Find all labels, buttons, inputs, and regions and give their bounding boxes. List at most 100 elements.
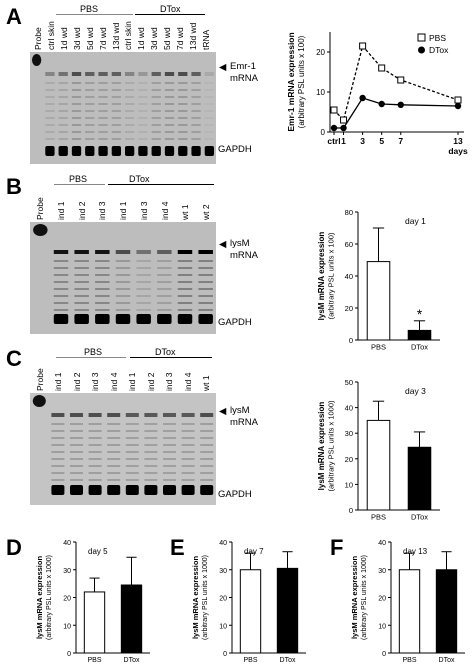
y-tick-label: 10 xyxy=(345,480,353,489)
data-point xyxy=(397,76,405,84)
lane-label: 1d wd xyxy=(58,27,69,50)
y-tick-label: 20 xyxy=(316,48,325,57)
smear-band xyxy=(200,444,214,446)
gel-svg xyxy=(32,395,214,495)
lane-label: ind 1 xyxy=(53,372,64,391)
y-axis-label-units: (arbitrary PSL units x 1000) xyxy=(361,555,368,640)
smear-band xyxy=(95,295,110,297)
smear-band xyxy=(181,423,195,425)
smear-band xyxy=(58,96,68,98)
y-tick-label: 50 xyxy=(345,378,353,387)
smear-band xyxy=(111,131,122,133)
smear-band xyxy=(124,89,135,91)
smear-band xyxy=(204,82,215,84)
mrna-band xyxy=(164,72,175,76)
smear-band xyxy=(85,89,95,91)
lane-label: ind 2 xyxy=(71,372,82,391)
mrna-band xyxy=(157,250,172,254)
chart-svg: 0 10 20 30 40 PBS DTox day 5 lysM mRNA expressio… xyxy=(35,540,150,664)
smear-band xyxy=(157,288,172,290)
gapdh-band xyxy=(164,146,175,156)
smear-band xyxy=(204,96,215,98)
smear-band xyxy=(136,281,151,283)
y-axis-label: lysM mRNA expression xyxy=(191,556,200,640)
smear-band xyxy=(125,437,139,439)
lane-label: 3d wd xyxy=(71,27,82,50)
y-tick-label: 30 xyxy=(378,568,386,575)
smear-band xyxy=(125,458,139,460)
data-point xyxy=(330,124,338,132)
smear-band xyxy=(107,444,121,446)
smear-band xyxy=(177,295,193,297)
smear-band xyxy=(111,96,122,98)
annotation-label: day 1 xyxy=(405,216,426,226)
smear-band xyxy=(151,89,161,91)
gapdh-band xyxy=(69,485,84,495)
x-tick-label: 3 xyxy=(360,136,365,146)
smear-band xyxy=(115,302,131,304)
smear-band xyxy=(151,103,161,105)
band-label-a-2: mRNA xyxy=(230,73,258,84)
smear-band xyxy=(177,281,193,283)
smear-band xyxy=(181,444,195,446)
smear-band xyxy=(69,451,84,453)
lane-label: ind 4 xyxy=(182,372,193,391)
gapdh-band xyxy=(138,146,148,156)
smear-band xyxy=(69,479,84,481)
smear-band xyxy=(125,479,139,481)
gapdh-band xyxy=(124,146,135,156)
smear-band xyxy=(45,103,55,105)
smear-band xyxy=(71,117,82,119)
lane-label: ind 4 xyxy=(159,201,170,220)
smear-band xyxy=(178,103,188,105)
mrna-band xyxy=(136,250,151,254)
smear-band xyxy=(177,260,193,262)
smear-band xyxy=(181,451,195,453)
smear-band xyxy=(136,309,151,311)
smear-band xyxy=(74,288,89,290)
y-axis-label: lysM mRNA expression xyxy=(350,556,359,640)
data-point xyxy=(378,64,386,72)
smear-band xyxy=(162,444,177,446)
y-axis-label-units: (arbitrary PSL units x 1000) xyxy=(46,555,53,640)
smear-band xyxy=(177,288,193,290)
y-tick-label: 0 xyxy=(349,506,353,515)
x-tick-label: PBS xyxy=(371,343,386,352)
y-axis-label: lysM mRNA expression xyxy=(35,556,44,640)
smear-band xyxy=(85,110,95,112)
smear-band xyxy=(200,479,214,481)
smear-band xyxy=(178,138,188,140)
lane-label: ind 3 xyxy=(90,372,101,391)
smear-band xyxy=(162,465,177,467)
smear-band xyxy=(88,465,102,467)
group-bar-dtox xyxy=(135,14,205,15)
bar-chart-c: 0 10 20 30 40 50 PBS DTox day 3 lysM mRNA express… xyxy=(300,370,460,530)
smear-band xyxy=(124,82,135,84)
smear-band xyxy=(144,437,158,439)
smear-band xyxy=(98,89,108,91)
smear-band xyxy=(200,472,214,474)
smear-band xyxy=(88,423,102,425)
smear-band xyxy=(58,117,68,119)
smear-band xyxy=(198,309,213,311)
group-label-dtox: DTox xyxy=(129,174,150,184)
smear-band xyxy=(157,309,172,311)
x-tick-label: 7 xyxy=(398,136,403,146)
smear-band xyxy=(58,138,68,140)
x-tick-label: 5 xyxy=(379,136,384,146)
smear-band xyxy=(88,451,102,453)
mrna-band xyxy=(181,413,195,417)
smear-band xyxy=(58,103,68,105)
data-point xyxy=(454,96,462,104)
smear-band xyxy=(138,96,148,98)
loading-label-c: GAPDH xyxy=(218,489,252,500)
lane-label: 7d wd xyxy=(175,27,186,50)
smear-band xyxy=(85,103,95,105)
bar-chart-d: 0 10 20 30 40 PBS DTox day 5 lysM mRNA expressio… xyxy=(26,532,156,667)
panel-letter-f: F xyxy=(330,535,344,560)
y-tick-label: 40 xyxy=(219,540,227,547)
smear-band xyxy=(74,281,89,283)
smear-band xyxy=(71,82,82,84)
smear-band xyxy=(111,89,122,91)
data-point xyxy=(340,124,347,132)
